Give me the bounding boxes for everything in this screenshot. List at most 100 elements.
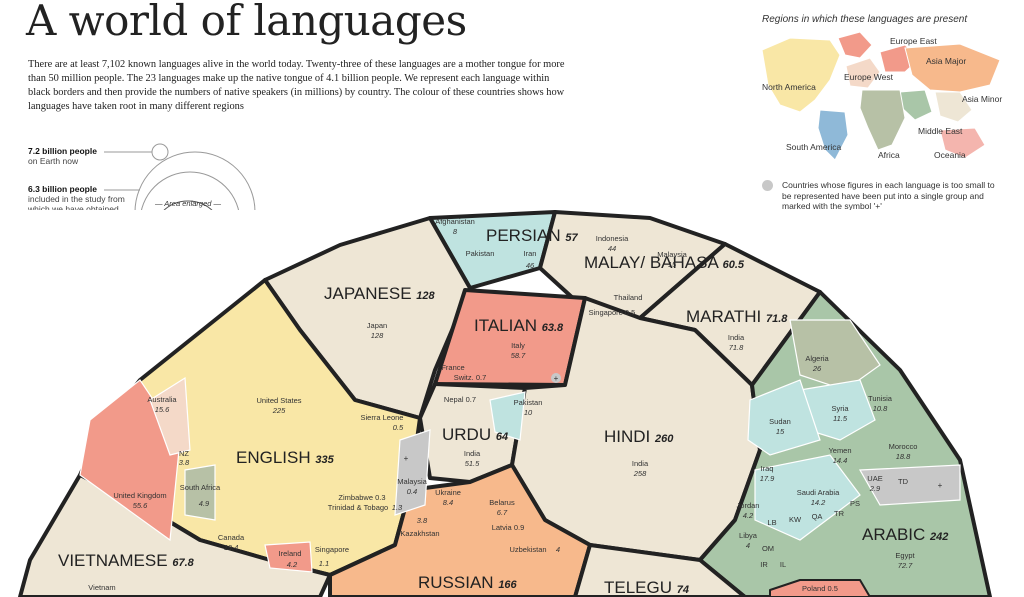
country-label: Latvia 0.9 [492, 523, 525, 532]
country-value: 4 [746, 541, 750, 550]
abbrev-label: QA [812, 512, 823, 521]
country-value: 1.3 [392, 503, 403, 512]
country-label: Ireland [279, 549, 302, 558]
country-label: Pakistan [466, 249, 495, 258]
region-asia-major [904, 43, 1001, 93]
language-label-telegu: TELEGU 74 [604, 578, 689, 597]
country-label: Syria [831, 404, 849, 413]
region-label: Asia Minor [962, 94, 1002, 104]
country-label: Switz. 0.7 [454, 373, 487, 382]
country-value: 55.6 [133, 501, 148, 510]
country-value: 18.8 [896, 452, 911, 461]
country-label: Iran [524, 249, 537, 258]
country-label: Belarus [489, 498, 515, 507]
cell-telegu [573, 543, 747, 597]
country-value: 11.5 [833, 414, 848, 423]
cell-poland [769, 579, 871, 597]
subcell-ireland [264, 541, 313, 573]
subcell-australia [149, 376, 191, 456]
language-label-hindi: HINDI 260 [604, 427, 674, 446]
country-label: Malaysia [397, 477, 427, 486]
country-label: Morocco [889, 442, 918, 451]
plus-markers: + + + [401, 373, 945, 490]
scale-annotation-world: 7.2 billion people on Earth now [28, 146, 97, 166]
region-south-america [817, 109, 849, 161]
plus-marker [401, 453, 411, 463]
country-value: 4.9 [199, 499, 210, 508]
region-label: North America [762, 82, 816, 92]
country-label: Sudan [769, 417, 791, 426]
language-label-arabic: ARABIC 242 [862, 525, 948, 544]
subcell-algeria [789, 319, 881, 391]
country-label: Thailand [614, 293, 643, 302]
language-label-vietnamese: VIETNAMESE 67.8 [58, 551, 195, 570]
country-label: Australia [147, 395, 177, 404]
language-label-english: ENGLISH 335 [236, 448, 335, 467]
abbrev-label: TR [834, 509, 845, 518]
country-value: 225 [272, 406, 286, 415]
country-label: NZ [179, 449, 189, 458]
plus-marker [935, 480, 945, 490]
country-value: 58.7 [511, 351, 526, 360]
country-value: 10 [524, 408, 533, 417]
region-label: Europe East [890, 36, 937, 46]
country-value: 46 [526, 261, 535, 270]
abbrev-label: IL [780, 560, 786, 569]
country-labels: Afghanistan 8 Pakistan Iran 46 Indonesia… [88, 217, 917, 593]
region-label: Middle East [918, 126, 963, 136]
country-label: Sierra Leone [361, 413, 404, 422]
country-value: 4.2 [287, 560, 298, 569]
country-label: Italy [511, 341, 525, 350]
subcell-south-africa [184, 464, 216, 521]
country-value: 10.8 [873, 404, 888, 413]
country-label: India [464, 449, 481, 458]
country-label: Afghanistan [435, 217, 475, 226]
subcell-gray-arabic [858, 464, 961, 506]
abbrev-label: IR [760, 560, 768, 569]
plus-symbol: + [404, 454, 409, 463]
country-value: 0.5 [393, 423, 404, 432]
language-label-urdu: URDU 64 [442, 425, 508, 444]
region-asia-minor [934, 91, 973, 123]
country-label: United States [256, 396, 301, 405]
country-value: 72.7 [898, 561, 913, 570]
country-label: Malaysia [657, 250, 687, 259]
region-oceania [939, 127, 986, 159]
intro-text: There are at least 7,102 known languages… [28, 59, 565, 112]
country-value: 4 [556, 545, 560, 554]
country-value: 17.9 [760, 474, 775, 483]
country-value: 15 [668, 260, 677, 269]
subcell-saudi [754, 454, 861, 541]
abbrev-label: PS [850, 499, 860, 508]
country-value: 15 [776, 427, 785, 436]
region-label: South America [786, 142, 842, 152]
country-subcells [79, 319, 961, 573]
abbrev-label: OM [762, 544, 774, 553]
language-label-persian: PERSIAN 57 [486, 226, 578, 245]
region-label: Africa [878, 150, 900, 160]
country-label: Trinidad & Tobago [328, 503, 388, 512]
country-value: 19.4 [224, 543, 239, 552]
country-value: 4.2 [743, 511, 754, 520]
country-label: Canada [218, 533, 245, 542]
language-label-russian: RUSSIAN 166 [418, 573, 518, 592]
subcell-gray-english [394, 429, 431, 516]
plus-marker [551, 373, 561, 383]
country-label: Poland 0.5 [802, 584, 838, 593]
scale-circle-small [151, 143, 169, 161]
country-label: UAE [867, 474, 882, 483]
abbrev-label: LB [767, 518, 776, 527]
gray-group-note: Countries whose figures in each language… [782, 180, 995, 211]
subcell-uk [79, 379, 181, 542]
language-label-italian: ITALIAN 63.8 [474, 316, 564, 335]
inset-map-title: Regions in which these languages are pre… [762, 14, 968, 25]
region-north-america [761, 37, 841, 113]
country-value: 26 [812, 364, 822, 373]
country-label: Uzbekistan [509, 545, 546, 554]
country-label: Vietnam [88, 583, 115, 592]
page-title: A world of languages [26, 0, 467, 45]
country-label: Zimbabwe 0.3 [338, 493, 385, 502]
language-label-malay: MALAY/ BAHASA 60.5 [584, 253, 745, 272]
country-label: Jordan [737, 501, 760, 510]
country-label: Singapore [315, 545, 349, 554]
